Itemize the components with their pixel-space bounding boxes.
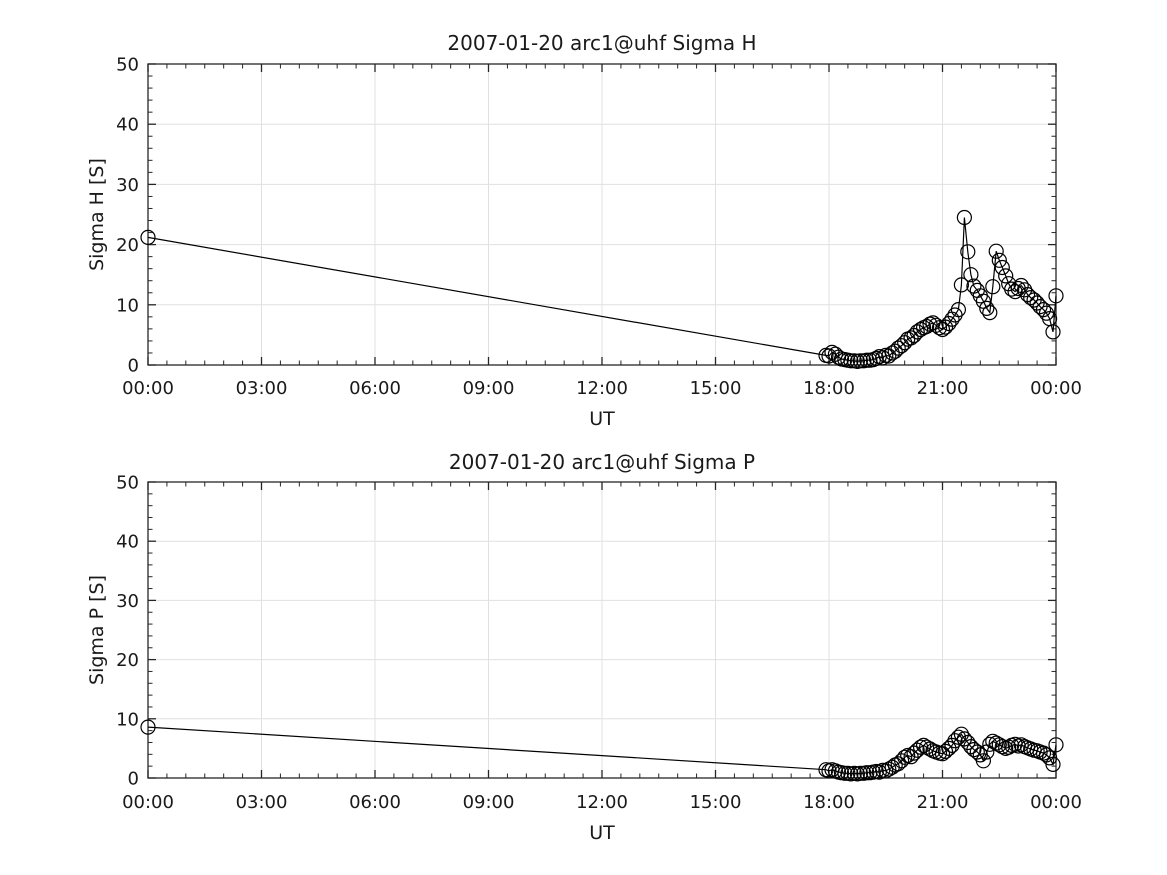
y-tick-label: 50 (116, 55, 139, 76)
data-point-marker (941, 740, 957, 757)
x-tick-label: 03:00 (236, 378, 288, 399)
data-point-marker (975, 753, 992, 769)
y-tick-label: 0 (128, 356, 139, 377)
data-point-marker (960, 244, 976, 260)
data-point-marker (994, 738, 1010, 755)
data-point-marker (950, 729, 967, 745)
sigma-p-title: 2007-01-20 arc1@uhf Sigma P (449, 450, 755, 474)
data-point-marker (1045, 756, 1061, 773)
data-point-marker (994, 259, 1010, 276)
y-tick-label: 50 (116, 473, 139, 494)
x-tick-label: 18:00 (803, 378, 855, 399)
data-point-marker (852, 353, 869, 369)
data-point-marker (1007, 284, 1023, 300)
sigma-p-plot-area: 00:00 03:00 06:00 09:00 12:00 15:00 18:00 21:00… (116, 473, 1082, 814)
x-tick-label: 00:00 (122, 378, 174, 399)
data-point-marker (1016, 282, 1033, 298)
data-point-marker (975, 293, 992, 309)
data-point-marker (941, 315, 957, 332)
data-point-marker (982, 736, 998, 752)
x-tick-label: 06:00 (349, 792, 401, 813)
data-point-marker (950, 302, 967, 318)
y-tick-label: 10 (116, 709, 139, 730)
sigma-h-x-axis-label: UT (589, 408, 615, 430)
data-point-marker (871, 764, 887, 780)
data-point-marker (884, 345, 900, 361)
data-point-marker (931, 320, 948, 336)
data-point-marker (956, 209, 973, 226)
x-tick-label: 00:00 (1030, 792, 1082, 813)
sigma-h-title: 2007-01-20 arc1@uhf Sigma H (447, 31, 756, 55)
x-tick-label: 09:00 (463, 792, 515, 813)
y-tick-label: 40 (116, 532, 139, 553)
data-point-marker (969, 744, 985, 760)
x-tick-label: 15:00 (690, 378, 742, 399)
data-point-marker (1004, 281, 1020, 297)
x-tick-label: 12:00 (576, 792, 628, 813)
data-point-marker (985, 279, 1001, 295)
data-point-marker (953, 277, 970, 293)
data-point-marker (893, 753, 910, 769)
data-point-marker (140, 719, 156, 735)
data-point-marker (991, 252, 1007, 268)
data-point-marker (1001, 739, 1017, 755)
x-tick-label: 06:00 (349, 378, 401, 399)
data-point-marker (852, 765, 869, 781)
x-tick-label: 18:00 (803, 792, 855, 813)
data-point-marker (821, 348, 837, 364)
data-point-marker (1048, 288, 1064, 304)
data-point-marker (843, 353, 859, 369)
data-point-marker (988, 243, 1004, 259)
y-tick-label: 20 (116, 235, 139, 256)
y-tick-label: 30 (116, 591, 139, 612)
data-point-marker (982, 305, 998, 321)
data-point-marker (140, 229, 156, 245)
x-tick-label: 03:00 (236, 792, 288, 813)
y-tick-label: 30 (116, 175, 139, 196)
sigma-p-x-axis-label: UT (589, 822, 615, 844)
data-point-marker (1045, 324, 1061, 340)
y-tick-label: 0 (128, 769, 139, 790)
data-point-marker (963, 267, 979, 283)
data-point-marker (859, 765, 875, 781)
data-point-marker (979, 300, 995, 316)
y-tick-label: 40 (116, 115, 139, 136)
x-tick-label: 09:00 (463, 378, 515, 399)
data-point-marker (998, 268, 1014, 284)
y-tick-label: 20 (116, 650, 139, 671)
sigma-h-plot-area: 00:00 03:00 06:00 09:00 12:00 15:00 18:00 21:00… (116, 55, 1082, 400)
x-tick-label: 00:00 (1030, 378, 1082, 399)
data-point-marker (903, 330, 919, 346)
x-tick-label: 21:00 (917, 792, 969, 813)
y-tick-label: 10 (116, 295, 139, 316)
x-tick-label: 21:00 (917, 378, 969, 399)
data-point-marker (897, 749, 913, 765)
data-point-marker (875, 350, 891, 366)
sigma-p-y-axis-label: Sigma P [S] (86, 575, 108, 685)
x-tick-label: 00:00 (122, 792, 174, 813)
data-point-marker (837, 765, 853, 781)
x-tick-label: 15:00 (690, 792, 742, 813)
data-point-marker (1048, 737, 1064, 753)
data-point-marker (868, 350, 884, 366)
sigma-h-y-axis-label: Sigma H [S] (86, 158, 108, 271)
x-tick-label: 12:00 (576, 378, 628, 399)
